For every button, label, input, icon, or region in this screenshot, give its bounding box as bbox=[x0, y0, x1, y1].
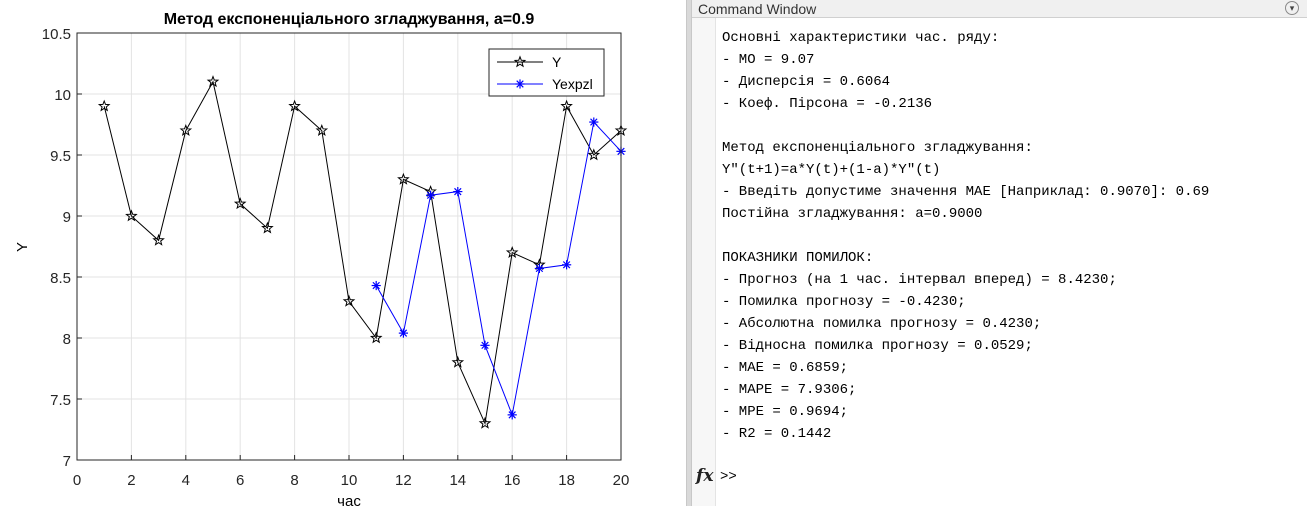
data-point-y bbox=[125, 209, 138, 222]
data-point-y bbox=[261, 221, 274, 234]
data-point-y bbox=[233, 197, 247, 210]
data-point-y bbox=[505, 245, 519, 258]
data-point-y bbox=[342, 294, 356, 307]
x-tick-label: 12 bbox=[395, 472, 412, 489]
y-tick-label: 9 bbox=[63, 209, 71, 226]
series-layer bbox=[97, 75, 628, 429]
data-point-y bbox=[478, 416, 492, 429]
data-point-y bbox=[315, 123, 329, 136]
y-tick-label: 9.5 bbox=[50, 148, 71, 165]
panel-splitter[interactable] bbox=[686, 0, 692, 506]
output-line: - Відносна помилка прогнозу = 0.0529; bbox=[722, 338, 1033, 354]
legend-box bbox=[488, 48, 605, 97]
output-line: - Абсолютна помилка прогнозу = 0.4230; bbox=[722, 316, 1042, 332]
legend-label: Y bbox=[552, 54, 562, 70]
data-point-yexpzl bbox=[426, 190, 436, 200]
data-point-y bbox=[587, 148, 601, 161]
figure-panel: 0 2 4 6 8 10 12 14 16 18 20 7 7.5 8 8.5 9 9.5 10 10.5 Мето… bbox=[0, 0, 686, 506]
output-line: - MPE = 0.9694; bbox=[722, 404, 849, 420]
data-point-y bbox=[97, 99, 111, 112]
output-line: - Прогноз (на 1 час. інтервал вперед) = … bbox=[722, 272, 1117, 288]
legend-marker-y bbox=[513, 55, 527, 68]
grid-lines bbox=[77, 33, 621, 460]
x-tick-label: 20 bbox=[613, 472, 630, 489]
x-tick-label: 6 bbox=[236, 472, 244, 489]
data-point-yexpzl bbox=[589, 117, 599, 127]
legend-marker-yexpzl bbox=[515, 79, 525, 89]
output-line: - Помилка прогнозу = -0.4230; bbox=[722, 294, 966, 310]
output-line: Метод експоненціального згладжування: bbox=[722, 140, 1033, 156]
y-tick-label: 10.5 bbox=[42, 26, 71, 43]
data-point-y bbox=[179, 123, 193, 136]
data-point-yexpzl bbox=[398, 328, 408, 338]
data-point-y bbox=[288, 99, 301, 112]
x-tick-label: 4 bbox=[182, 472, 190, 489]
x-tick-label: 2 bbox=[127, 472, 135, 489]
output-line: - MAPE = 7.9306; bbox=[722, 382, 857, 398]
data-point-yexpzl bbox=[534, 263, 544, 274]
output-line: Y"(t+1)=a*Y(t)+(1-a)*Y"(t) bbox=[722, 162, 941, 178]
command-window-title: Command Window bbox=[698, 1, 817, 17]
x-axis-label: час bbox=[337, 493, 361, 506]
output-line: - MAE = 0.6859; bbox=[722, 360, 849, 376]
output-line: Постійна згладжування: a=0.9000 bbox=[722, 206, 983, 222]
data-point-yexpzl bbox=[453, 187, 463, 197]
output-line: ПОКАЗНИКИ ПОМИЛОК: bbox=[722, 250, 874, 266]
y-tick-label: 8 bbox=[63, 331, 71, 348]
command-window[interactable]: Command Window ▾ Основні характеристики … bbox=[692, 0, 1307, 506]
data-point-yexpzl bbox=[562, 260, 572, 270]
x-tick-label: 16 bbox=[504, 472, 521, 489]
data-point-y bbox=[560, 99, 573, 112]
legend[interactable]: Y Yexpzl bbox=[488, 48, 605, 97]
tick-layer: 0 2 4 6 8 10 12 14 16 18 20 7 7.5 8 8.5 9 9.5 10 10.5 bbox=[42, 26, 630, 489]
y-tick-label: 8.5 bbox=[50, 270, 71, 287]
data-point-yexpzl bbox=[507, 410, 517, 420]
output-line: - R2 = 0.1442 bbox=[722, 426, 832, 442]
x-tick-label: 10 bbox=[341, 472, 358, 489]
x-tick-label: 8 bbox=[290, 472, 298, 489]
output-line: - Дисперсія = 0.6064 bbox=[722, 74, 891, 90]
data-point-y bbox=[152, 233, 165, 246]
chart-title: Метод експоненціального згладжування, a=… bbox=[164, 11, 535, 28]
plot-axes[interactable]: 0 2 4 6 8 10 12 14 16 18 20 7 7.5 8 8.5 9 9.5 10 10.5 Мето… bbox=[0, 0, 686, 506]
output-line: - Введіть допустиме значення МАЕ [Наприк… bbox=[722, 184, 1210, 200]
chevron-down-icon[interactable]: ▾ bbox=[1285, 1, 1299, 15]
command-window-titlebar: Command Window ▾ bbox=[692, 0, 1307, 18]
y-axis-label: Y bbox=[14, 242, 31, 252]
fx-icon[interactable]: fx bbox=[696, 466, 714, 486]
series-line-yexpzl bbox=[375, 120, 622, 417]
data-point-y bbox=[451, 355, 465, 368]
data-point-y bbox=[206, 75, 220, 88]
data-point-yexpzl bbox=[480, 340, 490, 350]
y-tick-label: 10 bbox=[54, 87, 71, 104]
y-tick-label: 7 bbox=[63, 453, 71, 470]
command-prompt: >> bbox=[720, 469, 737, 485]
y-tick-label: 7.5 bbox=[50, 392, 71, 409]
data-point-y bbox=[369, 331, 383, 344]
command-window-gutter bbox=[692, 18, 716, 506]
output-line: Основні характеристики час. ряду: bbox=[722, 30, 1000, 46]
x-tick-label: 18 bbox=[558, 472, 575, 489]
data-point-yexpzl bbox=[371, 280, 381, 291]
output-line: - МО = 9.07 bbox=[722, 52, 815, 68]
command-output: Основні характеристики час. ряду: - МО =… bbox=[722, 27, 1209, 445]
x-tick-label: 14 bbox=[449, 472, 466, 489]
data-point-y bbox=[397, 172, 410, 185]
output-line: - Коеф. Пірсона = -0.2136 bbox=[722, 96, 933, 112]
x-tick-label: 0 bbox=[73, 472, 81, 489]
legend-label: Yexpzl bbox=[552, 76, 593, 92]
